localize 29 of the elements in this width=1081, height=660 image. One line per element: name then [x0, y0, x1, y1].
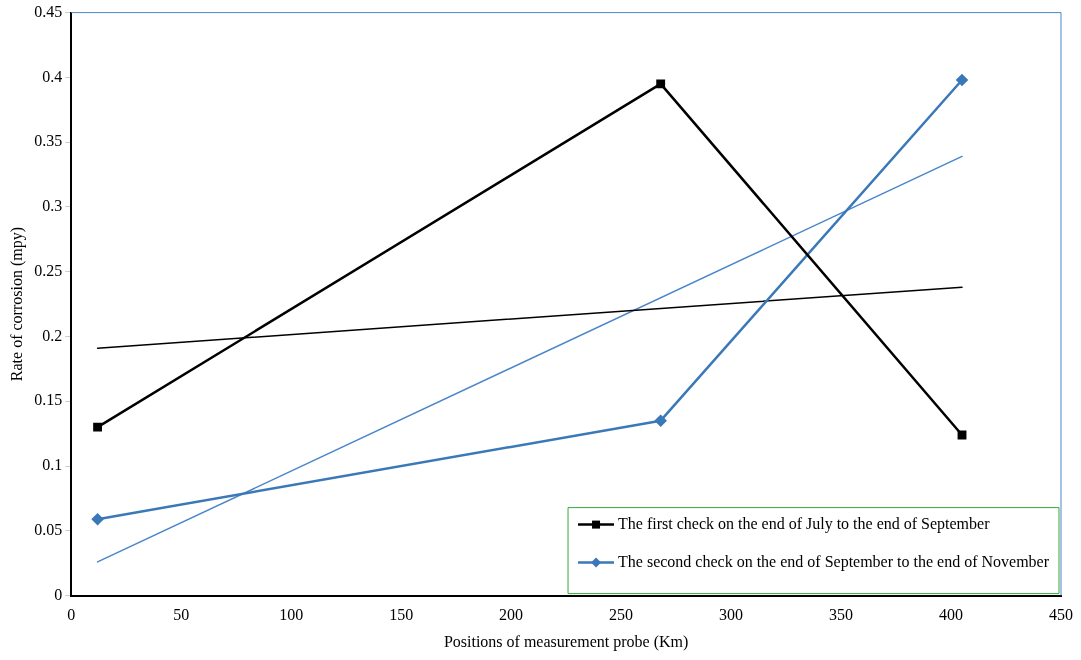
y-tick-label: 0.4 [42, 67, 63, 85]
x-tick-label: 200 [499, 606, 524, 624]
y-tick-label: 0 [54, 585, 63, 603]
point [93, 422, 103, 432]
x-tick-label: 150 [389, 606, 414, 624]
y-tick-label: 0.2 [42, 326, 63, 344]
point [656, 79, 666, 89]
point [91, 513, 104, 525]
x-tick-label: 50 [173, 606, 190, 624]
point [654, 414, 667, 427]
y-tick-label: 0.15 [34, 391, 63, 409]
y-tick-label: 0.1 [42, 456, 63, 474]
y-tick-label: 0.25 [34, 261, 63, 279]
y-tick-label: 0.35 [34, 132, 63, 150]
legend-label: The second check on the end of September to the end of November [618, 552, 1050, 571]
x-tick-label: 300 [719, 606, 744, 624]
y-tick-label: 0.45 [34, 2, 63, 20]
x-tick-label: 100 [279, 606, 304, 624]
x-axis-title: Positions of measurement probe (Km) [443, 632, 689, 651]
y-axis-title: Rate of corrosion (mpy) [7, 227, 26, 382]
x-tick-label: 400 [939, 606, 964, 624]
x-tick-label: 450 [1049, 606, 1073, 624]
legend-label: The first check on the end of July to the end of September [618, 514, 991, 533]
y-tick-label: 0.05 [34, 521, 63, 539]
x-tick-label: 350 [829, 606, 854, 624]
x-tick-label: 250 [609, 606, 634, 624]
x-tick-label: 0 [67, 606, 76, 624]
y-tick-label: 0.3 [42, 197, 63, 215]
point [956, 74, 968, 86]
